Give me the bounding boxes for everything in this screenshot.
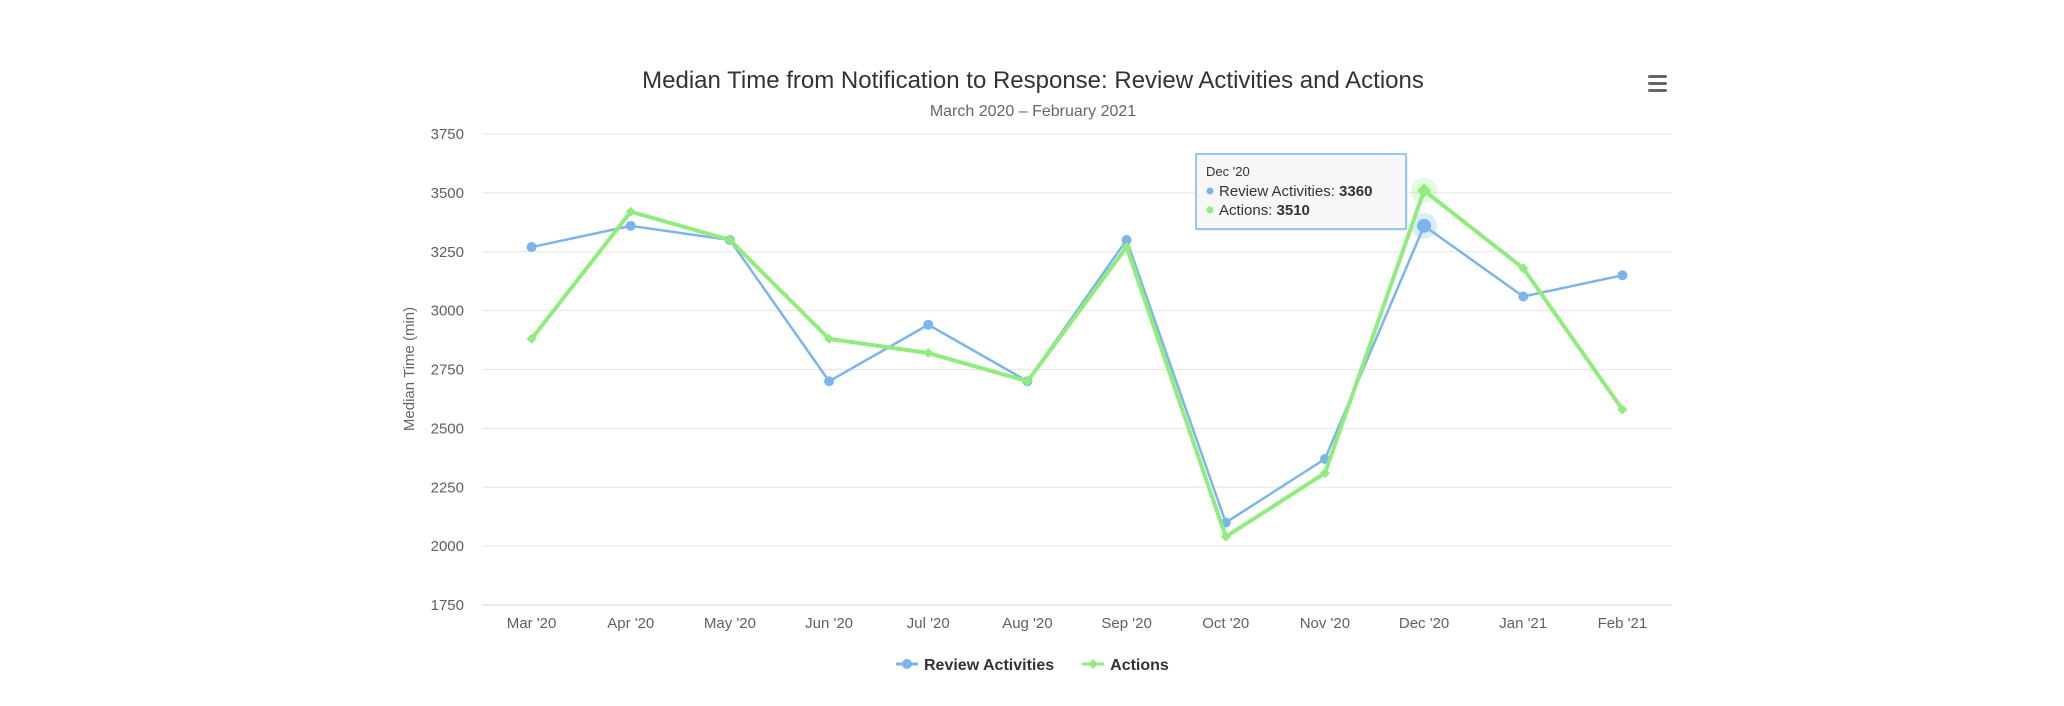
data-point[interactable] [824, 376, 835, 387]
y-tick-label: 3500 [431, 185, 464, 202]
y-tick-label: 2000 [431, 538, 464, 555]
y-axis-title: Median Time (min) [401, 307, 418, 431]
tooltip-box [1195, 153, 1407, 230]
x-tick-label: Aug '20 [1002, 615, 1052, 632]
x-axis-ticks: Mar '20 Apr '20 May '20 Jun '20 Jul '20 Aug '… [507, 615, 1647, 632]
y-axis-ticks: 1750 2000 2250 2500 2750 3000 3250 3500 3750 [431, 126, 464, 614]
legend-item[interactable]: Actions [1082, 657, 1169, 674]
series-line [530, 224, 1624, 524]
data-point[interactable] [1617, 270, 1628, 281]
x-tick-label: Feb '21 [1598, 615, 1648, 632]
data-point[interactable] [625, 220, 636, 231]
data-point[interactable] [1417, 183, 1432, 198]
y-tick-label: 3000 [431, 303, 464, 320]
chart-subtitle: March 2020 – February 2021 [930, 103, 1136, 120]
tooltip-row: Review Activities: 3360 [1219, 183, 1372, 200]
series-actions [526, 177, 1628, 542]
x-tick-label: Jul '20 [907, 615, 950, 632]
legend-marker [902, 659, 912, 669]
x-tick-label: Jun '20 [805, 615, 853, 632]
y-tick-label: 3750 [431, 126, 464, 143]
data-point[interactable] [923, 348, 934, 359]
data-point[interactable] [1417, 218, 1432, 233]
data-point[interactable] [1319, 468, 1330, 479]
data-point[interactable] [1121, 242, 1132, 253]
data-point[interactable] [1022, 376, 1033, 387]
tooltip: Dec '20 Review Activities: 3360 Actions: 3… [1195, 153, 1408, 231]
x-tick-label: Jan '21 [1499, 615, 1547, 632]
y-tick-label: 2250 [431, 479, 464, 496]
data-point[interactable] [1220, 531, 1231, 542]
legend-marker [1088, 659, 1099, 669]
x-tick-label: Oct '20 [1202, 615, 1249, 632]
data-point[interactable] [1121, 234, 1132, 245]
chart-menu-button[interactable] [1640, 66, 1674, 96]
y-tick-label: 1750 [431, 597, 464, 614]
tooltip-marker [1206, 206, 1214, 214]
y-tick-label: 2500 [431, 420, 464, 437]
x-tick-label: Mar '20 [507, 615, 557, 632]
data-point[interactable] [1617, 404, 1628, 415]
data-point[interactable] [526, 333, 537, 344]
legend-label: Actions [1110, 657, 1169, 674]
data-point[interactable] [1518, 263, 1529, 274]
data-point[interactable] [724, 234, 735, 245]
legend-item[interactable]: Review Activities [896, 657, 1054, 674]
x-tick-label: Apr '20 [607, 615, 654, 632]
legend: Review Activities Actions [896, 657, 1169, 674]
x-tick-label: Dec '20 [1399, 615, 1449, 632]
x-tick-label: Nov '20 [1300, 615, 1350, 632]
y-tick-label: 3250 [431, 244, 464, 261]
data-point[interactable] [526, 242, 537, 253]
x-tick-label: May '20 [704, 615, 756, 632]
data-point[interactable] [923, 319, 934, 330]
data-point[interactable] [625, 206, 636, 217]
series-line [529, 188, 1625, 539]
tooltip-header: Dec '20 [1206, 164, 1250, 179]
data-point[interactable] [1518, 291, 1529, 302]
legend-label: Review Activities [924, 657, 1054, 674]
data-point[interactable] [824, 333, 835, 344]
series-layer [526, 177, 1628, 542]
tooltip-marker [1206, 187, 1214, 195]
hamburger-menu-icon [1648, 75, 1667, 92]
chart-title: Median Time from Notification to Respons… [642, 67, 1424, 94]
tooltip-row: Actions: 3510 [1219, 202, 1310, 219]
x-tick-label: Sep '20 [1101, 615, 1151, 632]
y-tick-label: 2750 [431, 362, 464, 379]
